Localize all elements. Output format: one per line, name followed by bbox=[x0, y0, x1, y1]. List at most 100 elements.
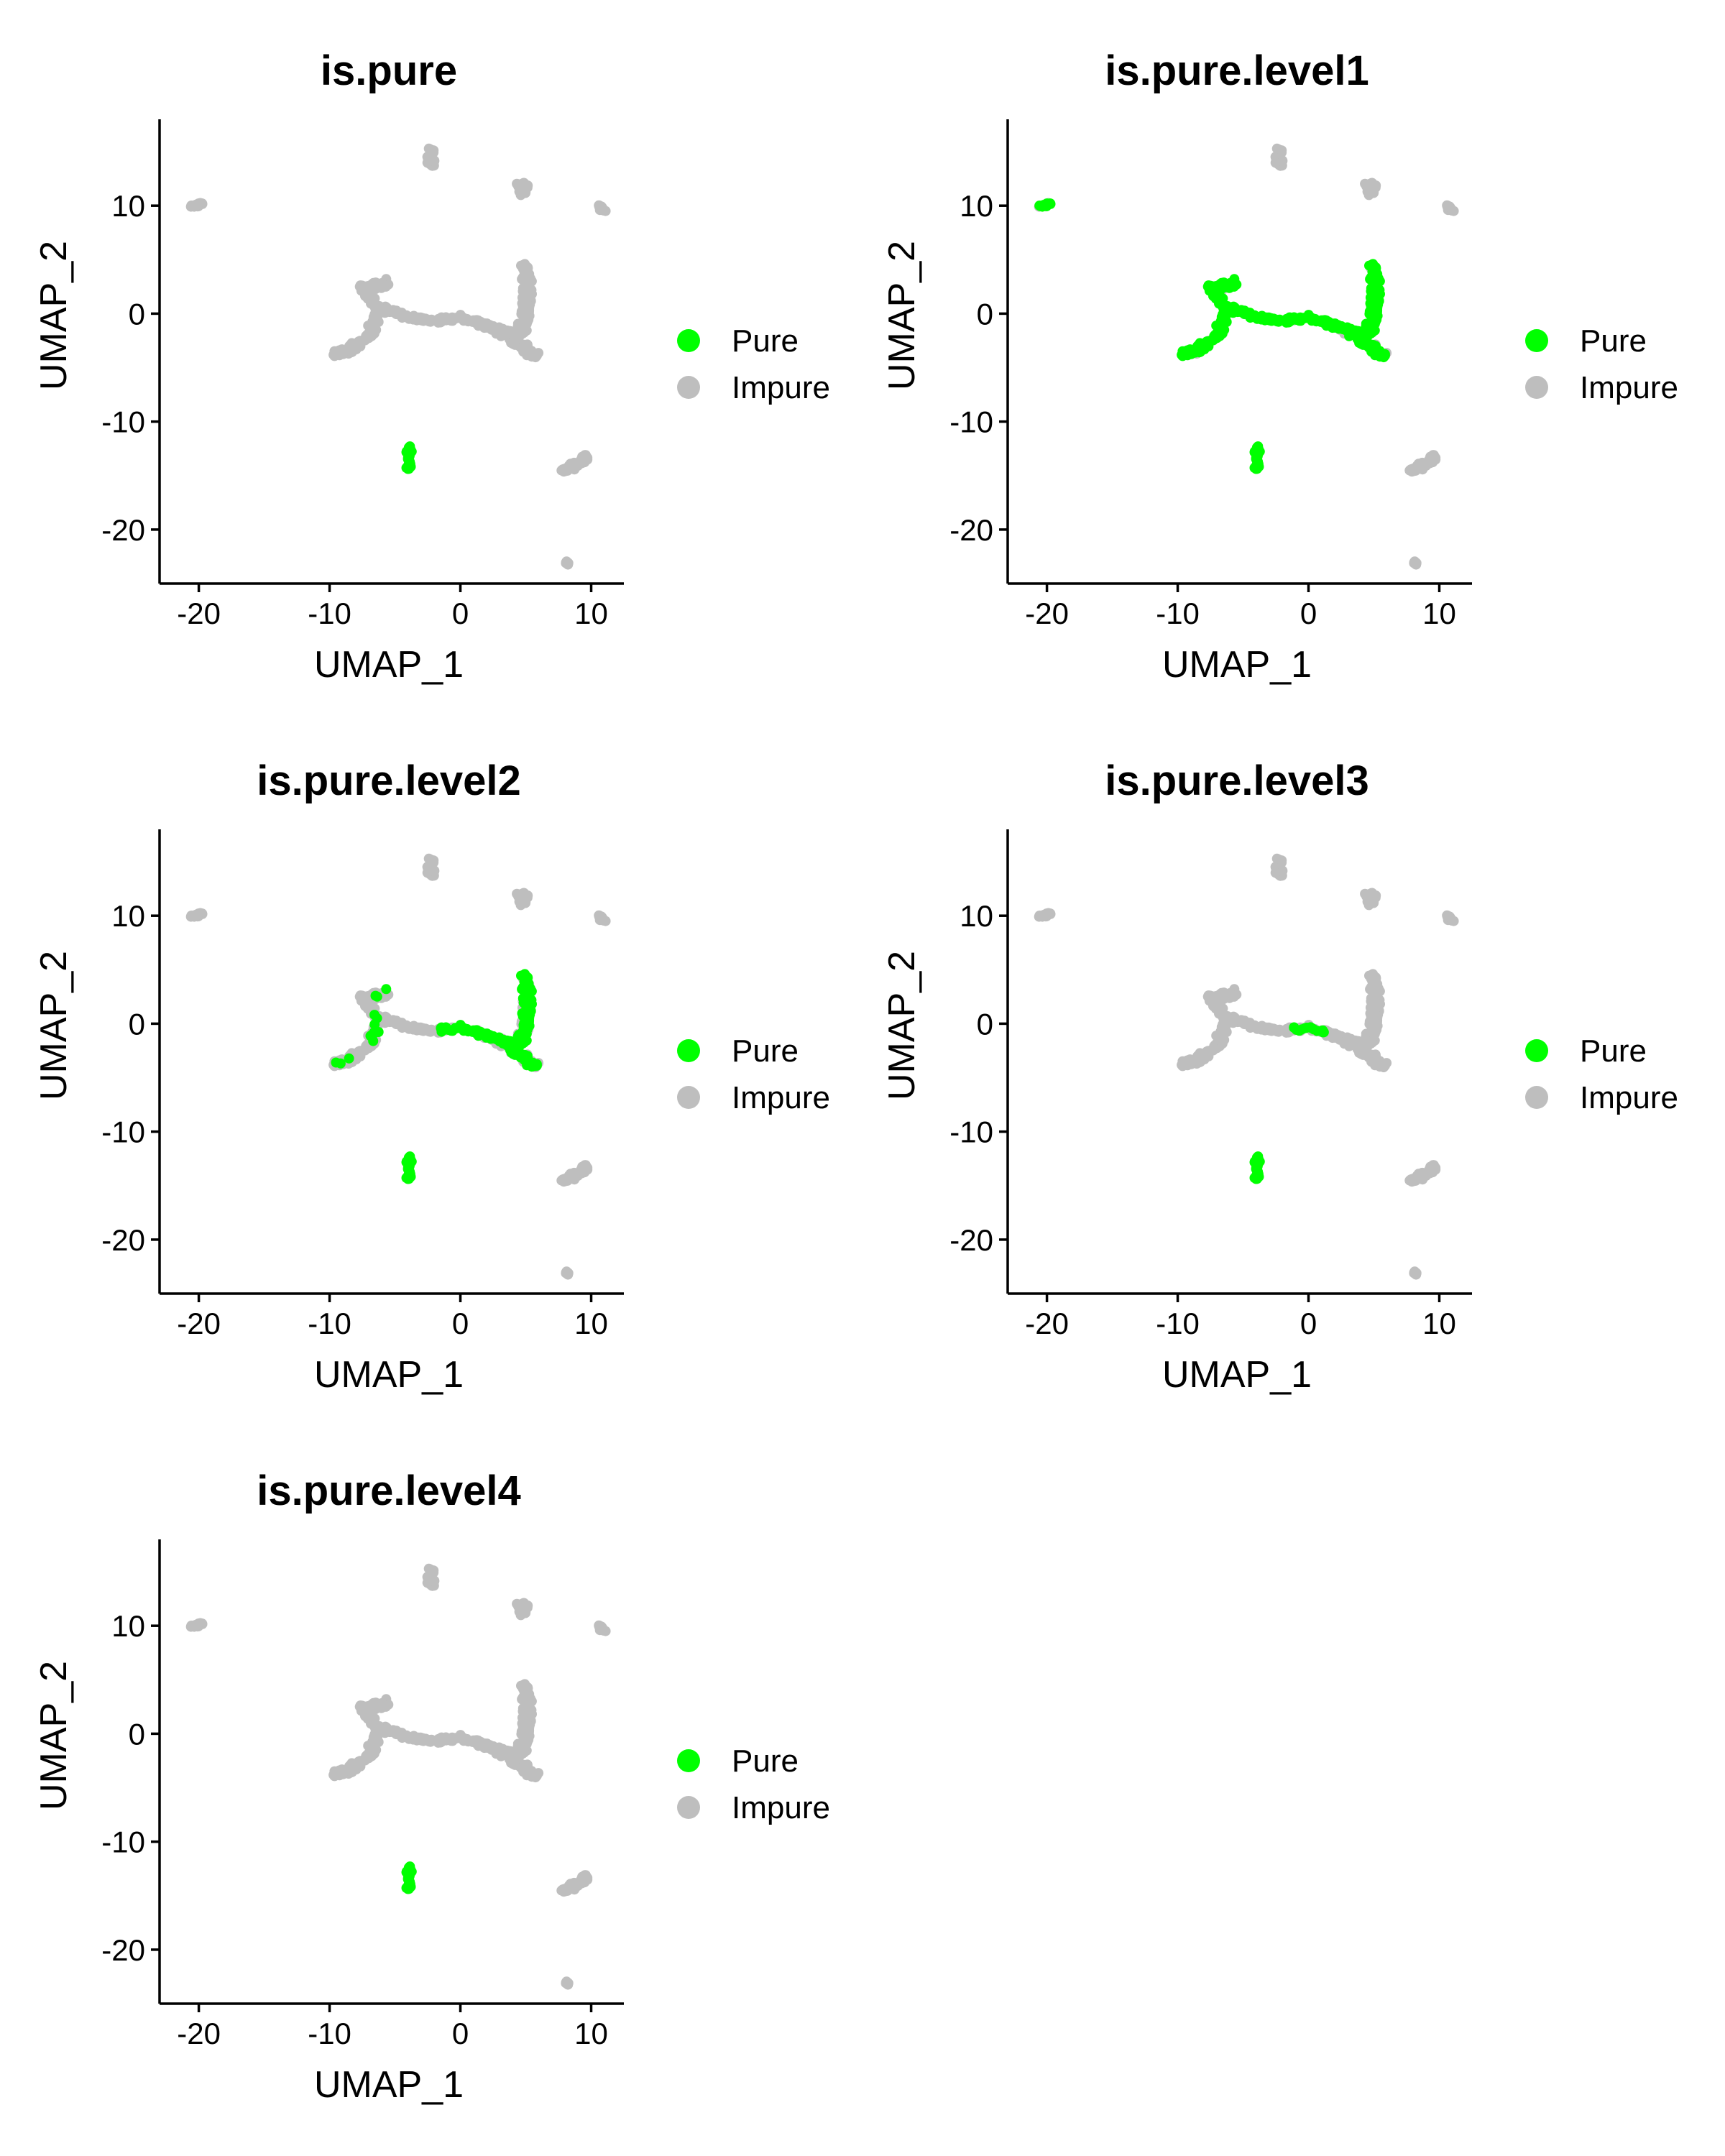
y-tick-label: 0 bbox=[129, 1717, 145, 1751]
y-axis-title: UMAP_2 bbox=[33, 951, 75, 1100]
point-pure bbox=[1253, 1161, 1263, 1171]
point-impure bbox=[1210, 1000, 1220, 1010]
x-tick-label: 0 bbox=[1300, 596, 1317, 630]
point-pure bbox=[519, 1038, 529, 1048]
point-impure bbox=[518, 317, 528, 327]
x-axis-title: UMAP_1 bbox=[1162, 644, 1312, 686]
point-impure bbox=[1368, 1016, 1379, 1026]
point-impure bbox=[1192, 1056, 1202, 1066]
point-impure bbox=[519, 1606, 529, 1616]
legend-label-pure: Pure bbox=[732, 1033, 799, 1069]
panel-2: is.pure.level1 -20 -10 0 10 -20 -10 0 10 UMAP_1 UM… bbox=[881, 47, 1678, 686]
point-impure bbox=[331, 1768, 341, 1778]
point-pure bbox=[1251, 1173, 1261, 1183]
point-pure bbox=[1370, 282, 1380, 292]
x-axis-title: UMAP_1 bbox=[314, 1354, 464, 1396]
point-impure bbox=[362, 1000, 372, 1010]
panel-title: is.pure.level4 bbox=[257, 1468, 521, 1514]
point-pure bbox=[1210, 290, 1220, 300]
y-tick-label: 0 bbox=[977, 1007, 993, 1041]
point-pure bbox=[403, 1173, 413, 1183]
point-pure bbox=[405, 451, 415, 461]
point-impure bbox=[519, 328, 529, 338]
point-pure bbox=[372, 992, 382, 1002]
point-impure bbox=[331, 348, 341, 358]
point-pure bbox=[1317, 1027, 1328, 1037]
x-tick-label: 0 bbox=[1300, 1307, 1317, 1340]
point-pure bbox=[502, 1036, 512, 1046]
x-axis-title: UMAP_1 bbox=[314, 644, 464, 686]
point-impure bbox=[1366, 1027, 1376, 1037]
legend-label-pure: Pure bbox=[1580, 323, 1647, 359]
scatter-points bbox=[1034, 144, 1459, 570]
point-pure bbox=[1289, 1023, 1299, 1033]
point-pure bbox=[1367, 328, 1377, 338]
point-impure bbox=[516, 261, 526, 271]
x-tick-label: -10 bbox=[1156, 596, 1200, 630]
point-impure bbox=[1261, 1023, 1271, 1033]
point-impure bbox=[368, 326, 378, 336]
point-pure bbox=[527, 999, 537, 1009]
point-pure bbox=[1253, 451, 1263, 461]
point-pure bbox=[344, 1054, 354, 1064]
scatter-points bbox=[186, 1564, 611, 1990]
point-impure bbox=[1364, 971, 1374, 981]
point-impure bbox=[520, 306, 530, 316]
point-impure bbox=[344, 346, 354, 356]
point-impure bbox=[1040, 910, 1050, 920]
x-tick-label: 0 bbox=[452, 1307, 469, 1340]
point-impure bbox=[368, 1746, 378, 1756]
point-impure bbox=[1367, 185, 1377, 195]
point-impure bbox=[1370, 992, 1380, 1002]
x-tick-label: -20 bbox=[177, 1307, 221, 1340]
point-impure bbox=[355, 1046, 365, 1056]
point-impure bbox=[192, 1620, 202, 1630]
point-impure bbox=[1445, 203, 1455, 213]
legend-key-impure bbox=[1525, 1086, 1548, 1109]
point-impure bbox=[566, 1172, 576, 1182]
point-impure bbox=[1445, 913, 1455, 923]
point-impure bbox=[577, 454, 587, 464]
legend: Pure Impure bbox=[677, 323, 830, 405]
y-tick-label: -20 bbox=[101, 1933, 145, 1967]
x-tick-label: 0 bbox=[452, 2017, 469, 2050]
point-pure bbox=[1179, 348, 1190, 358]
point-impure bbox=[423, 867, 433, 877]
point-impure bbox=[1179, 1058, 1190, 1068]
point-impure bbox=[355, 336, 365, 346]
legend-label-impure: Impure bbox=[1580, 1080, 1678, 1115]
point-pure bbox=[1366, 342, 1376, 352]
point-impure bbox=[566, 462, 576, 472]
point-impure bbox=[1272, 854, 1282, 864]
y-axis-title: UMAP_2 bbox=[881, 241, 923, 390]
point-impure bbox=[192, 200, 202, 210]
point-impure bbox=[1203, 1046, 1213, 1056]
point-pure bbox=[331, 1058, 341, 1068]
point-impure bbox=[462, 314, 472, 324]
point-pure bbox=[1237, 308, 1247, 318]
point-pure bbox=[1325, 318, 1335, 328]
x-tick-label: 10 bbox=[1422, 596, 1456, 630]
legend-label-impure: Impure bbox=[732, 1080, 830, 1115]
point-impure bbox=[597, 1623, 607, 1633]
point-impure bbox=[561, 1977, 571, 1987]
point-impure bbox=[192, 910, 202, 920]
point-impure bbox=[441, 1733, 451, 1743]
legend-key-impure bbox=[677, 376, 700, 399]
y-tick-label: 0 bbox=[129, 297, 145, 331]
point-pure bbox=[1310, 314, 1320, 324]
legend-key-impure bbox=[677, 1796, 700, 1819]
y-tick-label: -20 bbox=[101, 513, 145, 547]
y-tick-label: 10 bbox=[111, 899, 145, 933]
point-pure bbox=[1226, 280, 1236, 290]
point-impure bbox=[518, 342, 528, 352]
y-axis-title: UMAP_2 bbox=[33, 1661, 75, 1810]
point-impure bbox=[389, 1728, 399, 1738]
y-axis-title: UMAP_2 bbox=[33, 241, 75, 390]
point-impure bbox=[1367, 895, 1377, 906]
point-impure bbox=[344, 1766, 354, 1776]
legend-label-pure: Pure bbox=[732, 1743, 799, 1779]
y-tick-label: 10 bbox=[960, 899, 993, 933]
y-tick-label: -10 bbox=[949, 405, 993, 439]
